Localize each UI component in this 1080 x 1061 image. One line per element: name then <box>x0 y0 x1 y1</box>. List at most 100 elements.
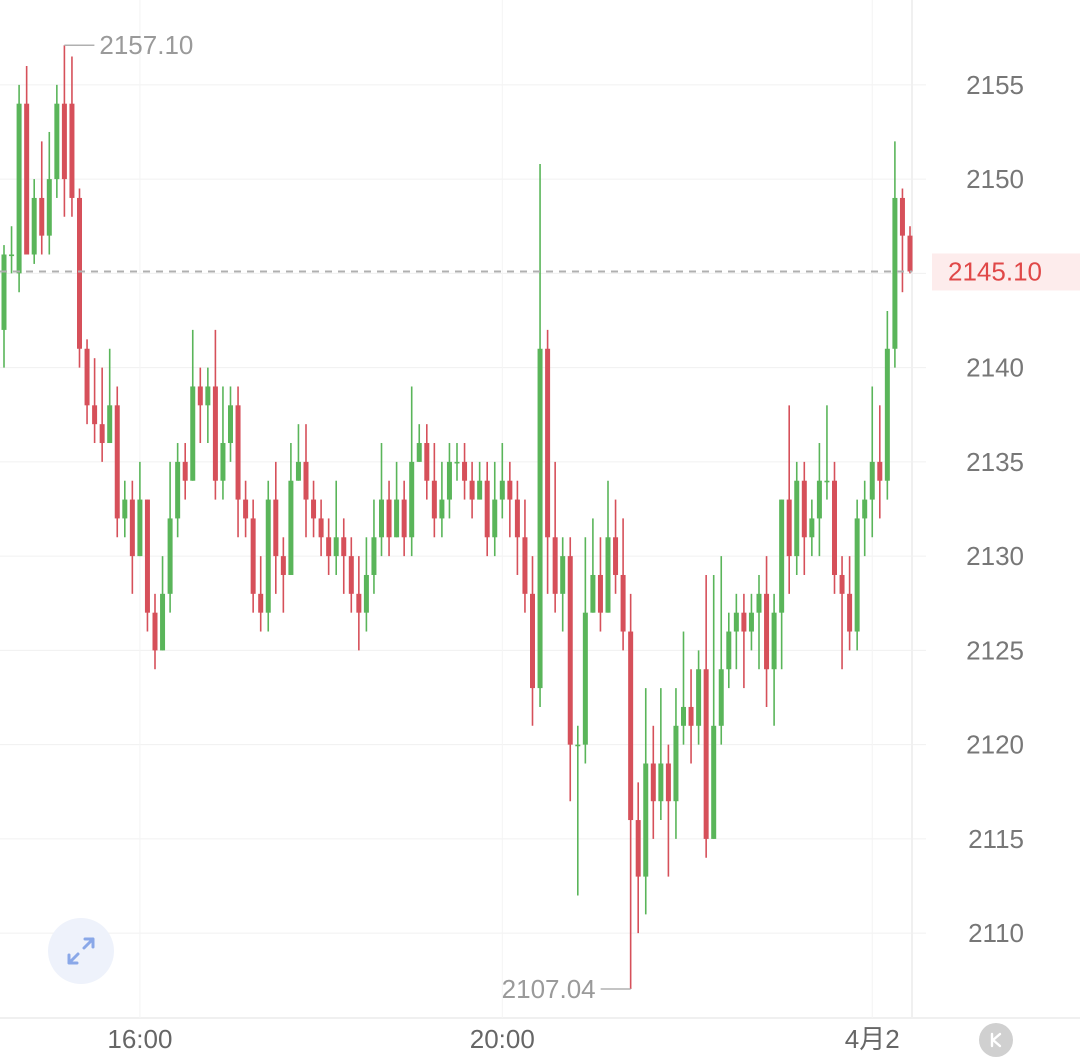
x-tick-label: 20:00 <box>470 1024 535 1054</box>
candle-body <box>522 537 528 594</box>
candle <box>424 424 430 500</box>
candle-body <box>801 480 807 538</box>
y-tick-label: 2120 <box>966 730 1024 760</box>
candle-body <box>356 593 362 613</box>
candle <box>514 480 520 575</box>
candle-body <box>205 386 211 406</box>
candle-body <box>499 480 505 500</box>
candle-body <box>190 386 196 481</box>
candle <box>847 556 853 651</box>
candle-body <box>326 537 332 557</box>
candle <box>839 556 845 670</box>
candle-body <box>590 574 596 613</box>
candle-body <box>575 744 581 747</box>
y-tick-label: 2155 <box>966 70 1024 100</box>
candle <box>899 188 905 293</box>
candle-body <box>877 461 883 481</box>
candle <box>77 188 82 368</box>
candle <box>333 480 339 575</box>
candle <box>545 329 551 594</box>
candle <box>816 443 822 557</box>
candle <box>61 45 67 217</box>
candle <box>220 386 226 500</box>
candle <box>190 329 196 481</box>
candle-body <box>567 556 573 745</box>
candle <box>46 131 52 255</box>
candle-body <box>152 612 158 651</box>
candle-body <box>416 443 422 462</box>
candle <box>84 339 90 425</box>
candle <box>235 386 241 538</box>
candle <box>144 499 150 632</box>
candle-body <box>884 348 890 481</box>
candle-body <box>99 424 105 444</box>
candle-body <box>212 386 218 481</box>
candle-body <box>643 763 649 877</box>
candle-body <box>462 461 468 481</box>
candle-body <box>333 537 339 557</box>
candle-body <box>235 405 241 500</box>
candle <box>69 56 75 217</box>
candle-body <box>628 631 634 821</box>
candle <box>484 461 490 557</box>
candle <box>243 480 249 538</box>
candle-body <box>273 499 279 557</box>
candle <box>454 443 460 481</box>
candle-body <box>144 499 150 613</box>
candle-body <box>477 480 483 500</box>
candle <box>341 518 347 594</box>
candle <box>854 499 860 651</box>
candle <box>394 461 400 538</box>
candle <box>688 669 694 764</box>
candle <box>99 367 105 462</box>
candle-body <box>824 480 830 483</box>
candle <box>673 688 679 839</box>
candle <box>311 480 317 538</box>
candle-body <box>1 254 7 330</box>
candle-body <box>771 612 777 670</box>
candle-body <box>39 197 45 236</box>
candle <box>439 461 445 538</box>
candle-body <box>371 537 377 575</box>
candle <box>107 348 113 444</box>
expand-arrows-icon <box>67 937 95 965</box>
candle-body <box>363 574 369 613</box>
candle-body <box>439 499 445 519</box>
last-price-label: 2145.10 <box>948 256 1042 286</box>
candle <box>499 443 505 519</box>
candle-body <box>726 631 732 670</box>
candle <box>884 311 890 500</box>
candle <box>129 480 135 594</box>
candle <box>567 537 573 802</box>
candle-body <box>348 556 354 594</box>
candle <box>348 537 354 613</box>
expand-button[interactable] <box>48 918 114 984</box>
candle <box>764 556 770 707</box>
candle-body <box>764 593 770 670</box>
candle <box>771 593 777 726</box>
candle <box>137 461 143 557</box>
y-axis: 2155215021452140213521302125212021152110 <box>966 70 1024 948</box>
y-tick-label: 2115 <box>968 824 1024 854</box>
candle <box>582 537 588 764</box>
candle <box>175 443 181 538</box>
candle-body <box>492 499 498 538</box>
k-line-toggle-button[interactable] <box>979 1023 1013 1057</box>
candle-body <box>809 518 815 538</box>
candle <box>530 556 535 726</box>
candle <box>748 593 754 651</box>
candle <box>628 593 634 989</box>
candle-body <box>318 518 324 538</box>
candle-body <box>295 461 301 481</box>
candle <box>31 179 37 264</box>
candle <box>273 461 279 594</box>
candle <box>265 480 271 632</box>
candle-body <box>160 593 166 651</box>
high-price-label: 2157.10 <box>99 30 193 60</box>
candle <box>703 574 709 858</box>
candle-body <box>862 499 868 519</box>
candle-body <box>718 669 724 726</box>
y-tick-label: 2140 <box>966 353 1024 383</box>
candle-body <box>537 348 543 689</box>
